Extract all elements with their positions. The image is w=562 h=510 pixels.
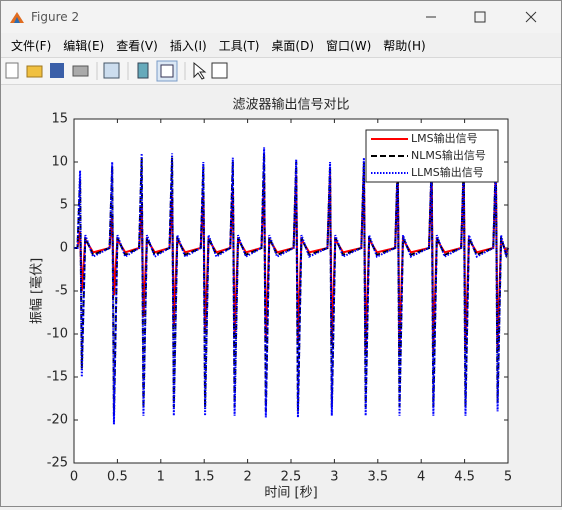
title-bar: Figure 2 [1, 1, 561, 33]
x-tick-label: 3.5 [367, 470, 388, 485]
window-title: Figure 2 [31, 10, 80, 24]
x-tick-label: 2.5 [281, 470, 302, 485]
legend-label: LLMS输出信号 [411, 165, 484, 179]
y-axis-label: 振幅 [毫伏] [29, 258, 45, 324]
menu-item[interactable]: 窗口(W) [326, 38, 372, 53]
y-tick-label: -15 [47, 370, 68, 385]
y-tick-label: -10 [47, 327, 68, 342]
menu-bar: 文件(F) 编辑(E) 查看(V) 插入(I) 工具(T) 桌面(D) 窗口(W) 帮助(H) [1, 33, 561, 57]
x-tick-label: 0.5 [107, 470, 128, 485]
y-tick-label: 15 [51, 112, 68, 127]
menu-item[interactable]: 编辑(E) [63, 38, 105, 53]
x-tick-label: 2 [243, 470, 251, 485]
x-tick-label: 3 [330, 470, 338, 485]
menu-item[interactable]: 查看(V) [116, 38, 158, 53]
y-tick-label: 0 [60, 241, 68, 256]
x-tick-label: 5 [504, 470, 512, 485]
x-tick-label: 1 [157, 470, 165, 485]
x-tick-label: 4 [417, 470, 425, 485]
toolbar [1, 57, 561, 85]
window-controls[interactable] [411, 1, 561, 33]
y-tick-label: 10 [51, 155, 68, 170]
legend: LMS输出信号 NLMS输出信号 LLMS输出信号 [365, 129, 499, 183]
y-tick-label: 5 [60, 198, 68, 213]
legend-label: LMS输出信号 [411, 131, 478, 145]
toolbar-icons[interactable] [1, 58, 241, 84]
menu-item[interactable]: 插入(I) [169, 38, 207, 53]
x-tick-label: 0 [70, 470, 78, 485]
y-tick-label: -5 [55, 284, 68, 299]
menu-item[interactable]: 桌面(D) [271, 38, 315, 53]
chart: 滤波器输出信号对比 时间 [秒] 振幅 [毫伏] -25 -20 -15 -10 -5 0… [29, 97, 513, 501]
x-axis-label: 时间 [秒] [264, 486, 317, 501]
menu-item[interactable]: 工具(T) [218, 38, 260, 53]
y-tick-label: -20 [47, 413, 68, 428]
y-tick-label: -25 [47, 456, 68, 471]
axes-box [73, 118, 509, 464]
series-line [74, 147, 509, 425]
x-tick-label: 1.5 [194, 470, 215, 485]
app-icon [10, 12, 24, 23]
x-tick-label: 4.5 [454, 470, 475, 485]
menu-item[interactable]: 帮助(H) [383, 38, 426, 53]
legend-label: NLMS输出信号 [411, 148, 486, 162]
chart-title: 滤波器输出信号对比 [232, 97, 349, 113]
menu-item[interactable]: 文件(F) [11, 38, 52, 53]
